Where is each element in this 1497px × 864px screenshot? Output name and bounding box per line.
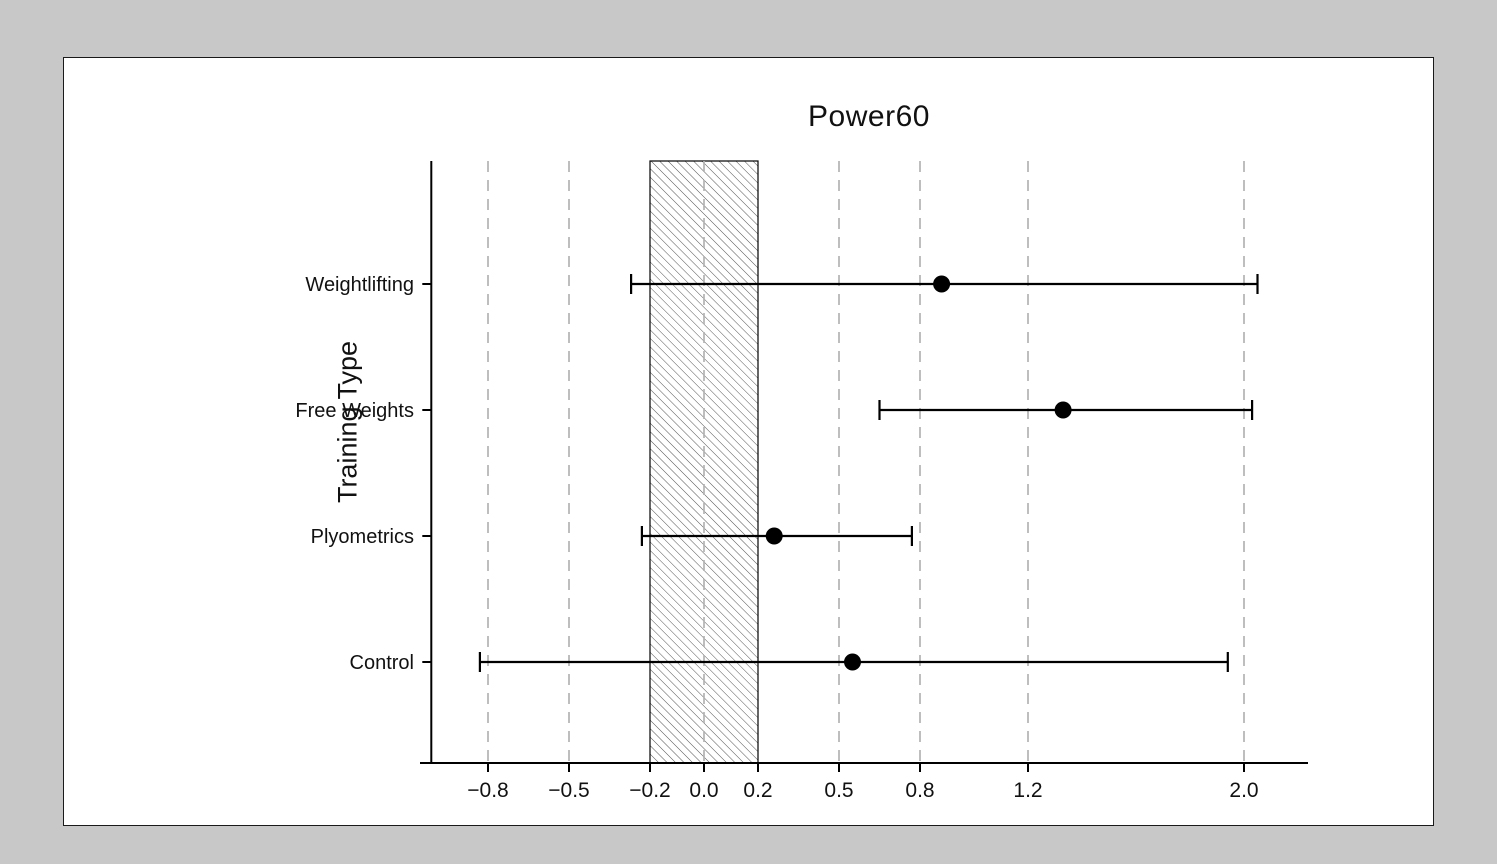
point-marker [844,653,861,671]
forest-plot: −0.8 −0.5 −0.2 0.0 0.2 0.5 0.8 1.2 2.0 Weightlift… [295,160,1308,802]
category-label: Plyometrics [311,526,414,548]
x-tick-label: 2.0 [1229,779,1258,802]
category-label: Weightlifting [305,274,414,296]
x-tick-label: −0.2 [629,779,670,802]
trivial-effect-band [649,160,759,764]
point-marker [765,527,783,545]
x-tick-label: 0.8 [905,779,934,802]
x-tick-label: −0.5 [548,779,589,802]
x-tick-label: 0.5 [824,779,853,802]
category-label: Control [350,652,414,674]
point-marker [1054,401,1072,419]
x-tick-label: 0.0 [689,779,718,802]
chart-panel: Power60 Training Type −0.8 −0.5 −0.2 0.0 0.2… [63,57,1434,826]
chart-title: Power60 [808,100,930,133]
x-tick-label: 0.2 [743,779,772,802]
category-label: Free Weights [295,400,414,422]
x-tick-label: 1.2 [1013,779,1042,802]
x-tick-label: −0.8 [467,779,508,802]
point-marker [933,275,951,293]
